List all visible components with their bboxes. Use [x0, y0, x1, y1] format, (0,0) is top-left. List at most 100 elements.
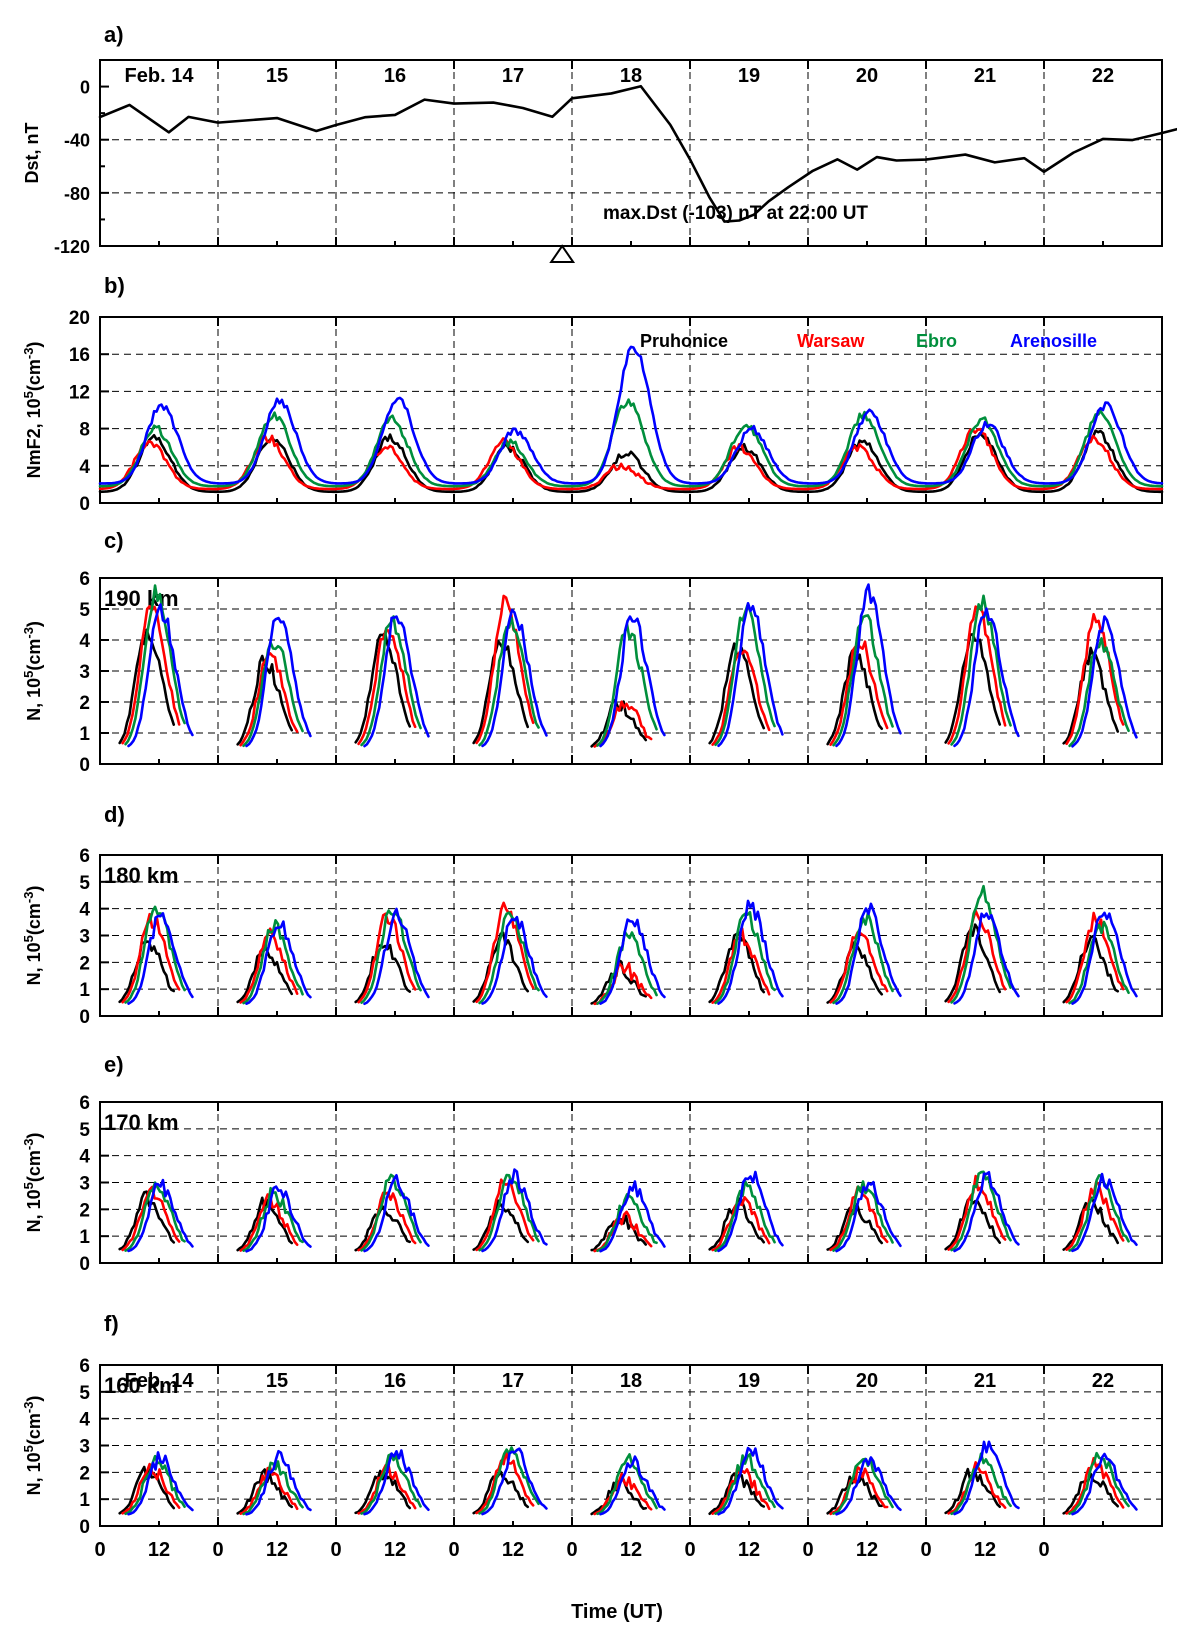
y-tick-label: 0 [79, 1517, 90, 1538]
series-ebro-day-4 [478, 1173, 540, 1252]
series-pruhonice-day-8 [944, 923, 1002, 1003]
y-tick-label: 5 [79, 600, 90, 621]
y-tick-label: 6 [79, 1356, 90, 1377]
series-ebro-day-1 [98, 424, 220, 488]
series-ebro-day-9 [1068, 1174, 1130, 1252]
series-warsaw-day-5 [593, 700, 653, 748]
y-tick-label: 0 [79, 755, 90, 776]
y-tick-label: 5 [79, 1383, 90, 1404]
x-tick-label: 12 [502, 1539, 524, 1561]
day-label: 16 [384, 1370, 406, 1392]
series-pruhonice-day-2 [236, 943, 294, 1004]
series-arenosille-day-7 [835, 1456, 902, 1516]
series-pruhonice-day-3 [334, 433, 456, 494]
series-pruhonice-day-2 [216, 435, 338, 494]
series-arenosille-day-6 [688, 424, 810, 485]
y-axis-label: N, 105(cm-3) [21, 886, 44, 986]
series-ebro-day-9 [1068, 1451, 1130, 1515]
storm-marker-triangle [549, 244, 576, 263]
series-pruhonice-day-3 [354, 1469, 412, 1515]
series-arenosille-day-8 [953, 1440, 1020, 1516]
series-warsaw-day-9 [1065, 911, 1125, 1004]
legend-arenosille: Arenosille [1010, 331, 1097, 351]
series-ebro-day-7 [832, 614, 894, 747]
x-tick-label: 12 [974, 1539, 996, 1561]
x-tick-label: 0 [566, 1539, 577, 1561]
series-arenosille-day-2 [216, 397, 338, 485]
y-tick-label: 2 [79, 1463, 90, 1484]
y-tick-label: 0 [79, 1254, 90, 1275]
day-label: Feb. 14 [125, 65, 195, 87]
series-warsaw-day-8 [947, 909, 1007, 1004]
series-pruhonice-day-3 [354, 632, 412, 744]
series-arenosille-day-8 [953, 912, 1020, 1005]
y-tick-label: 16 [69, 345, 90, 366]
series-arenosille-day-2 [245, 920, 312, 1005]
x-tick-label: 12 [738, 1539, 760, 1561]
legend-warsaw: Warsaw [797, 331, 865, 351]
y-axis-label: N, 105(cm-3) [21, 1133, 44, 1233]
series-arenosille-day-5 [599, 1180, 666, 1253]
y-tick-label: 1 [79, 980, 90, 1001]
series-pruhonice-day-9 [1062, 1196, 1120, 1251]
x-tick-label: 0 [920, 1539, 931, 1561]
y-tick-label: 4 [79, 631, 90, 652]
series-arenosille-day-6 [717, 1446, 784, 1516]
series-arenosille-day-1 [127, 912, 194, 1005]
series-warsaw-day-8 [947, 605, 1007, 745]
panel-label: d) [104, 802, 125, 827]
series-ebro-day-9 [1068, 637, 1130, 748]
series-arenosille-day-1 [127, 1178, 194, 1253]
series-arenosille-day-2 [245, 1185, 312, 1253]
series-pruhonice-day-9 [1062, 646, 1120, 745]
x-tick-label: 0 [684, 1539, 695, 1561]
altitude-label: 160 km [104, 1373, 179, 1398]
series-warsaw-day-4 [475, 594, 535, 745]
day-label: Feb. 14 [125, 1370, 195, 1392]
series-pruhonice-day-3 [354, 943, 412, 1004]
series-arenosille-day-9 [1042, 401, 1164, 485]
altitude-label: 190 km [104, 586, 179, 611]
series-pruhonice-day-5 [570, 450, 692, 494]
y-tick-label: 5 [79, 873, 90, 894]
y-tick-label: 3 [79, 1174, 90, 1195]
day-label: 18 [620, 1370, 642, 1392]
series-arenosille-day-3 [363, 907, 430, 1006]
x-tick-label: 0 [448, 1539, 459, 1561]
x-tick-label: 12 [620, 1539, 642, 1561]
series-pruhonice-day-1 [98, 433, 220, 494]
y-tick-label: 6 [79, 569, 90, 590]
day-label: 21 [974, 1370, 996, 1392]
day-label: 22 [1092, 65, 1114, 87]
day-label: 22 [1092, 1370, 1114, 1392]
series-warsaw-day-5 [593, 962, 653, 1006]
day-label: 17 [502, 65, 524, 87]
y-axis-label: N, 105(cm-3) [21, 621, 44, 721]
series-ebro-day-1 [124, 905, 186, 1004]
day-label: 19 [738, 65, 760, 87]
series-pruhonice-day-9 [1062, 934, 1120, 1004]
x-axis-title: Time (UT) [571, 1601, 663, 1623]
panel-label: a) [104, 22, 124, 47]
series-arenosille-day-1 [127, 603, 194, 748]
series-pruhonice-day-2 [236, 1468, 294, 1515]
dst-line [98, 84, 1177, 223]
day-label: 15 [266, 1370, 288, 1392]
series-warsaw-day-4 [475, 1449, 535, 1515]
series-arenosille-day-4 [452, 427, 574, 485]
series-ebro-day-8 [950, 884, 1012, 1004]
series-ebro-day-7 [832, 1457, 894, 1515]
series-pruhonice-day-7 [806, 439, 928, 494]
series-arenosille-day-1 [127, 1451, 194, 1516]
series-ebro-day-5 [596, 623, 658, 747]
series-arenosille-day-7 [835, 1180, 902, 1253]
series-ebro-day-6 [714, 1452, 776, 1515]
x-tick-label: 0 [212, 1539, 223, 1561]
series-warsaw-day-1 [121, 1185, 181, 1252]
y-tick-label: 12 [69, 382, 90, 403]
series-arenosille-day-9 [1071, 1172, 1138, 1253]
altitude-label: 180 km [104, 863, 179, 888]
series-arenosille-day-8 [924, 420, 1046, 485]
series-ebro-day-2 [216, 411, 338, 488]
day-label: 18 [620, 65, 642, 87]
